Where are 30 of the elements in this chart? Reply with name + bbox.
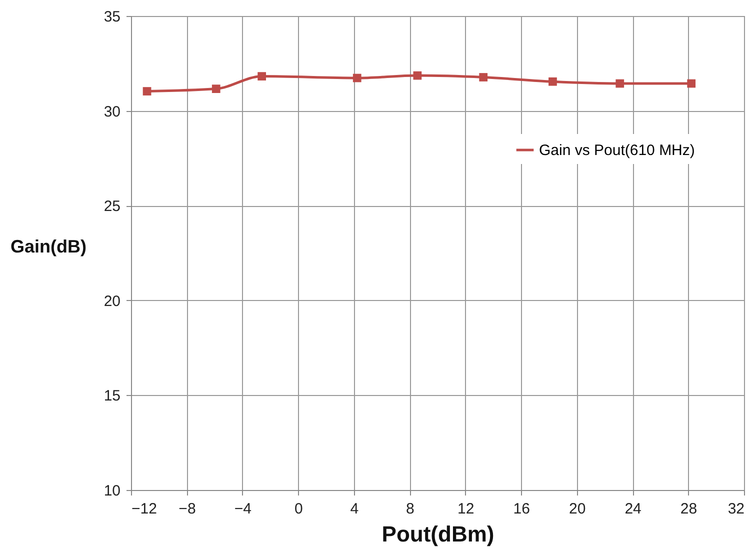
y-tick-label: 10 bbox=[104, 482, 120, 500]
point bbox=[413, 71, 422, 80]
point bbox=[352, 74, 362, 82]
y-tick-label: 20 bbox=[104, 292, 120, 310]
y-axis-title: Gain(dB) bbox=[10, 236, 86, 256]
point bbox=[687, 79, 696, 88]
x-tick-label: −12 bbox=[132, 500, 157, 518]
x-tick-label: 24 bbox=[624, 500, 642, 518]
point bbox=[142, 87, 152, 96]
y-tick-label: 15 bbox=[104, 388, 120, 405]
x-tick-label: 12 bbox=[458, 500, 474, 518]
y-tick-label: 30 bbox=[104, 103, 120, 120]
x-axis-title: Pout(dBm) bbox=[382, 522, 494, 546]
y-tick-label: 35 bbox=[104, 8, 120, 26]
point bbox=[258, 72, 266, 80]
x-tick-label: 4 bbox=[350, 500, 359, 518]
point bbox=[479, 73, 488, 82]
x-tick-label: 32 bbox=[728, 500, 744, 518]
x-tick-label: 0 bbox=[294, 500, 303, 518]
legend-label: Gain vs Pout(610 MHz) bbox=[539, 142, 695, 159]
y-tick-label: 25 bbox=[104, 198, 120, 216]
x-tick-label: 8 bbox=[406, 500, 414, 518]
point bbox=[548, 77, 557, 86]
point bbox=[616, 79, 624, 88]
x-tick-label: 16 bbox=[513, 500, 530, 518]
x-tick-label: −4 bbox=[234, 500, 252, 518]
x-tick-label: 28 bbox=[680, 500, 698, 518]
x-tick-label: −8 bbox=[178, 500, 196, 518]
point bbox=[212, 84, 220, 93]
x-tick-label: 20 bbox=[568, 500, 586, 518]
